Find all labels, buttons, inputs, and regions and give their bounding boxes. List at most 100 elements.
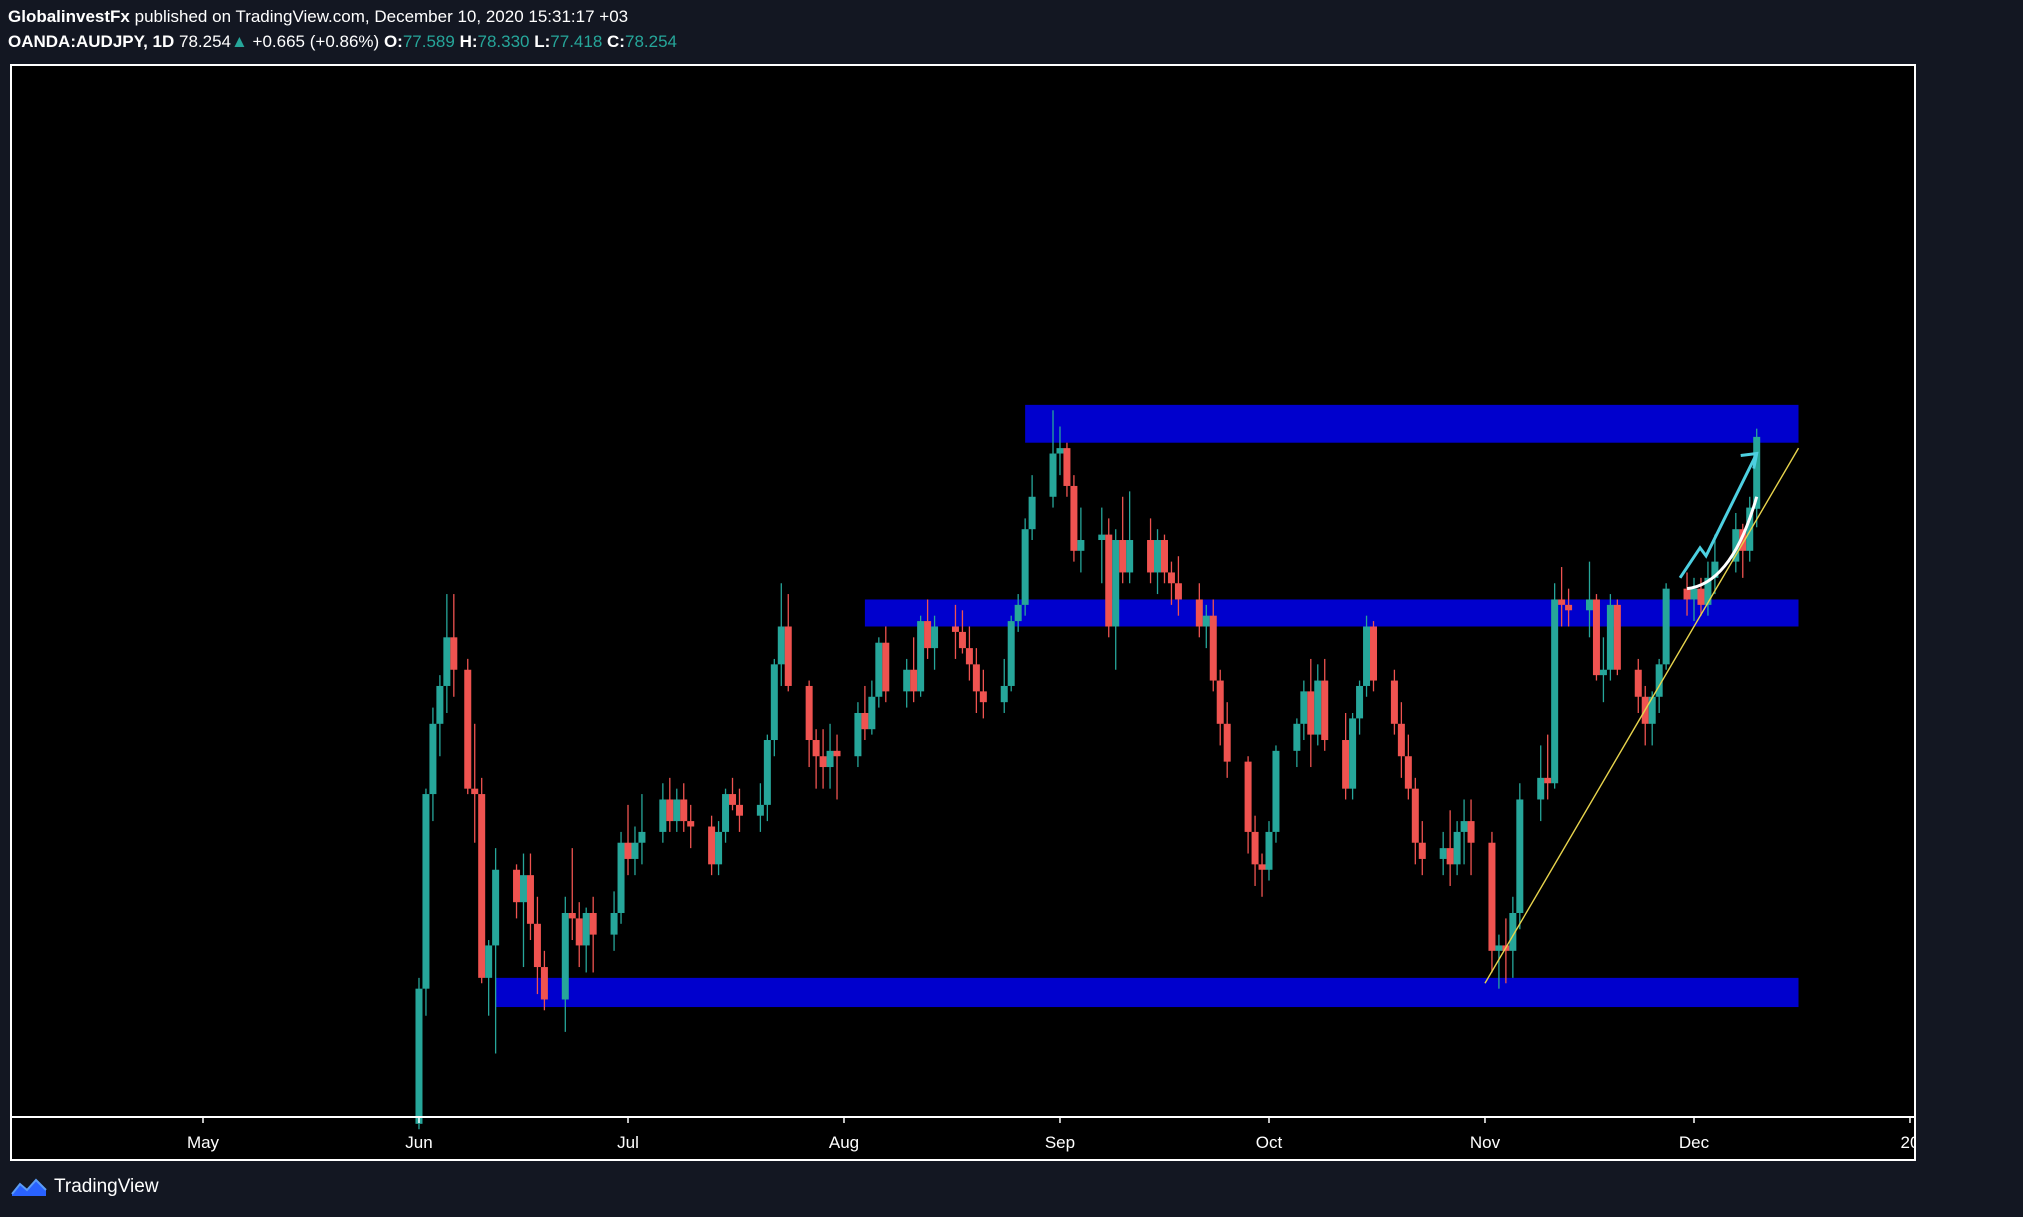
candle-body [826,750,834,768]
candle [854,702,862,768]
candle-body [1683,588,1691,600]
publisher-name[interactable]: GlobalinvestFx [8,7,130,26]
open-label: O: [383,32,403,51]
candle [1342,712,1350,800]
candle [1592,594,1600,681]
candle-body [1606,604,1614,670]
candle [526,853,534,941]
candle [1272,745,1280,843]
candle-body [882,642,890,692]
candle [533,896,541,995]
candle [1509,896,1517,978]
candle [631,826,639,876]
candle [1370,621,1378,692]
drawings-layer [1484,447,1800,984]
candle [882,626,890,703]
candle-body [464,669,472,789]
candle [513,864,521,919]
candles-layer [415,410,1761,1130]
price-chart[interactable]: 72.00072.50073.00073.50074.00074.50075.0… [10,64,1916,1161]
candle-body [1739,529,1747,551]
candle [1363,615,1371,697]
candle-body [903,669,911,692]
close-label: C: [607,32,625,51]
candle [1154,529,1162,595]
candle [1028,475,1036,541]
candle-body [1356,685,1364,719]
candle-body [666,799,674,822]
candle-body [1585,599,1593,611]
candle [1119,496,1127,584]
tradingview-brand[interactable]: TradingView [54,1176,159,1197]
candle [735,788,743,832]
candle-body [1147,540,1155,573]
candle-body [1049,453,1057,497]
candle [979,669,987,719]
candle [1690,577,1698,622]
candle-body [1537,777,1545,800]
candle-body [1342,740,1350,789]
candle-body [1105,534,1113,627]
candle-body [1112,540,1120,627]
candle-body [1258,864,1266,870]
candle [617,831,625,924]
candle-body [735,804,743,816]
candle [1495,934,1503,989]
candle [1585,561,1593,638]
candle [1683,572,1691,616]
tradingview-logo-icon[interactable] [10,1176,48,1198]
candle-body [1655,664,1663,697]
candle [1467,799,1475,876]
x-tick-label: Dec [1679,1133,1710,1152]
price-change: +0.665 (+0.86%) [252,32,380,51]
candle [805,680,813,768]
candle [917,615,925,697]
candle [1488,831,1496,973]
candle [1174,556,1182,616]
candle-body [673,799,681,822]
candle [715,821,723,876]
x-tick-label: Jul [617,1133,639,1152]
candle [1251,815,1259,886]
candle-body [1014,604,1022,622]
candle-body [917,621,925,692]
candle [1014,594,1022,632]
candle [1411,777,1419,865]
candle [958,610,966,654]
candle [826,723,834,789]
candle-body [1272,750,1280,832]
candle [1007,615,1015,692]
trendline [1484,447,1800,984]
candle [777,583,785,686]
candle [924,599,932,659]
candle [812,729,820,789]
candle-body [450,637,458,670]
candle [1753,428,1761,528]
candle [1209,599,1217,692]
candle [415,977,423,1130]
candle-body [680,799,688,822]
candle-body [415,988,423,1124]
up-arrow-icon: ▲ [230,32,248,51]
candle-body [1634,669,1642,697]
high-label: H: [459,32,478,51]
candle-body [1314,680,1322,735]
candle-body [624,842,632,859]
candle-body [519,875,527,903]
candle [659,783,667,843]
candle [875,637,883,708]
candle-body [659,799,667,832]
candle [1160,534,1168,584]
candle-body [422,794,430,989]
candle [729,777,737,811]
last-price: 78.254 [178,32,231,51]
candle [1021,518,1029,616]
candle-body [533,923,541,968]
candle-body [854,712,862,757]
candle [1453,821,1461,876]
candle [1460,799,1468,865]
candle [443,594,451,713]
candle [770,658,778,757]
candle [763,734,771,822]
candle-body [436,685,444,724]
